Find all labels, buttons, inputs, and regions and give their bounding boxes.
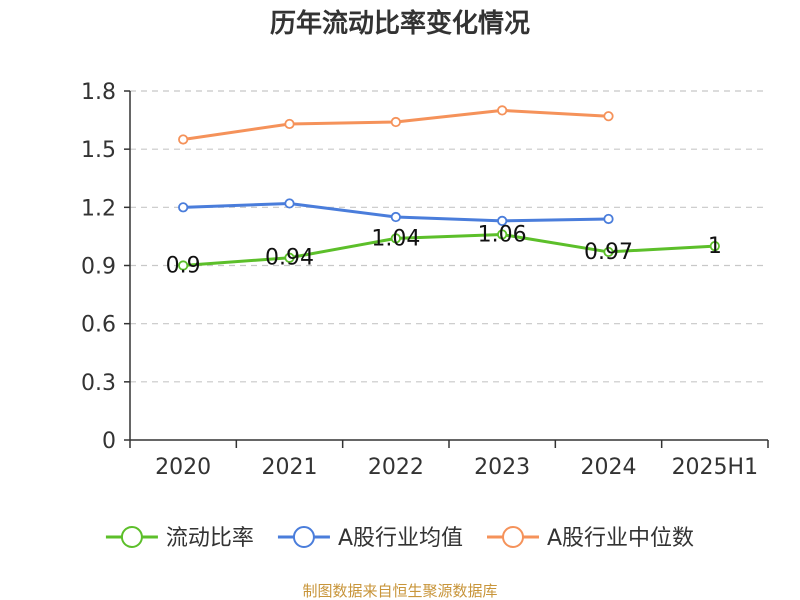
data-label: 1.04	[371, 226, 420, 251]
data-label: 1	[708, 234, 722, 259]
data-point	[178, 260, 189, 271]
data-point	[284, 198, 295, 209]
data-point	[603, 111, 614, 122]
legend-item-label: A股行业中位数	[547, 526, 694, 551]
x-tick-label: 2023	[474, 455, 530, 480]
source-note: 制图数据来自恒生聚源数据库	[302, 582, 497, 600]
grid-lines	[130, 90, 768, 383]
legend-symbol-marker	[502, 526, 525, 548]
data-label: 0.97	[584, 240, 633, 265]
legend-symbol-marker	[292, 526, 315, 548]
data-label: 0.9	[166, 254, 201, 279]
data-labels: 0.9 0.94 1.04 1.06 0.97 1	[166, 222, 722, 278]
y-tick-label: 0	[102, 429, 116, 454]
y-tick-label: 1.5	[81, 138, 116, 163]
axes: 0 0.3 0.6 0.9 1.2 1.5 1.8 2020 2021 2022 2023 2024 2…	[81, 80, 769, 480]
data-label: 1.06	[478, 222, 527, 247]
data-point	[284, 252, 295, 263]
data-point	[603, 246, 614, 258]
y-tick-label: 0.9	[81, 255, 116, 280]
data-point	[390, 233, 401, 244]
data-point	[497, 105, 508, 116]
data-point	[497, 215, 508, 227]
data-point	[603, 213, 614, 225]
series-line-0	[181, 232, 717, 267]
series-lines	[178, 105, 720, 271]
data-point	[178, 202, 189, 213]
data-point	[709, 241, 720, 252]
x-tick-label: 2021	[262, 455, 318, 480]
y-tick-label: 1.8	[81, 80, 116, 105]
x-tick-label: 2024	[581, 455, 637, 480]
data-label: 0.94	[265, 246, 314, 271]
y-tick-label: 1.2	[81, 196, 116, 221]
x-tick-label: 2025H1	[672, 455, 759, 480]
x-tick-label: 2022	[368, 455, 424, 480]
data-point	[497, 229, 508, 240]
y-tick-label: 0.3	[81, 371, 116, 396]
chart-title: 历年流动比率变化情况	[270, 8, 530, 39]
data-point	[284, 118, 295, 130]
data-point	[390, 116, 401, 128]
y-tick-label: 0.6	[81, 313, 116, 338]
legend-item-label: A股行业均值	[338, 526, 463, 551]
data-point	[178, 134, 189, 145]
x-tick-label: 2020	[155, 455, 211, 480]
legend-symbol-marker	[120, 526, 143, 548]
legend-item-label: 流动比率	[166, 526, 254, 551]
data-point	[390, 211, 401, 223]
legend: 流动比率 A股行业均值 A股行业中位数	[105, 526, 694, 551]
